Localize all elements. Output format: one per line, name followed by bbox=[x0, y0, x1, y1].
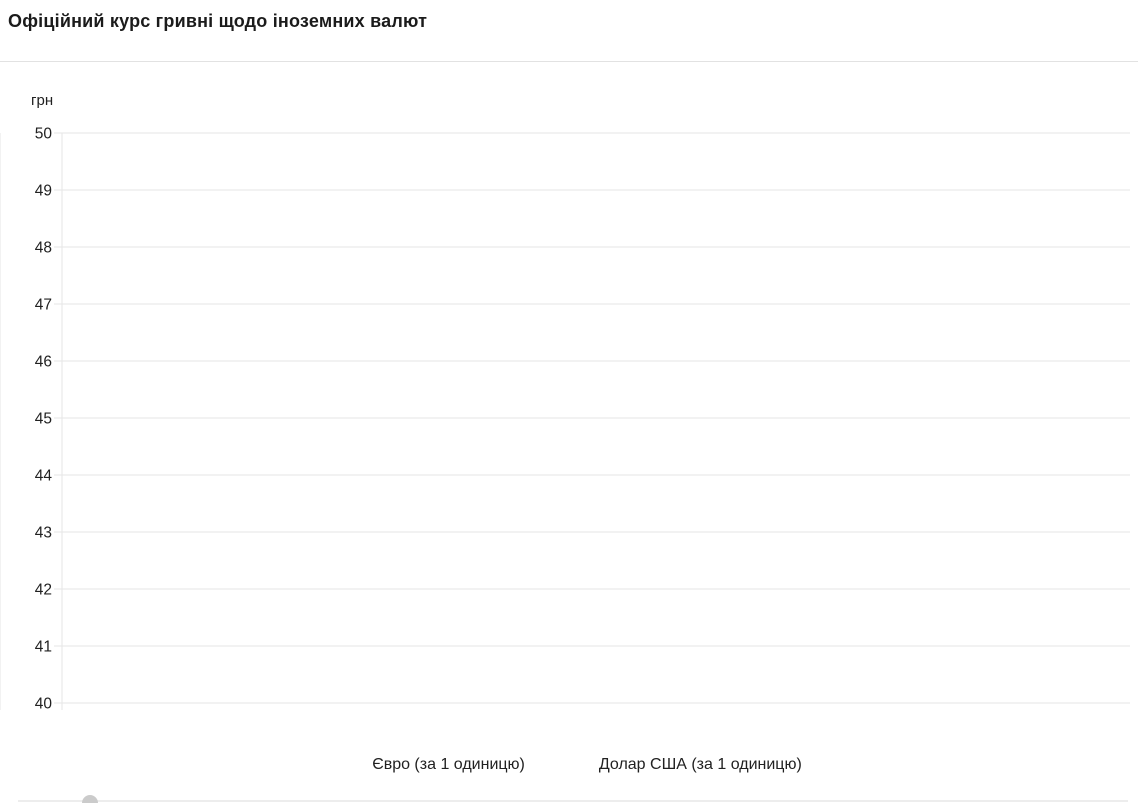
y-tick-label: 42 bbox=[35, 582, 52, 599]
exchange-rate-chart: грн 40 41 42 43 44 45 46 47 48 49 50 bbox=[0, 0, 1138, 760]
y-tick-label: 49 bbox=[35, 183, 52, 200]
y-tick-label: 44 bbox=[35, 468, 53, 485]
usd-line-swatch bbox=[563, 764, 589, 767]
page-title: Офіційний курс гривні щодо іноземних вал… bbox=[8, 11, 428, 31]
legend-label-usd: Долар США (за 1 одиницю) bbox=[598, 756, 802, 773]
euro-line-swatch bbox=[336, 764, 362, 767]
legend-item-usd[interactable]: Долар США (за 1 одиницю) bbox=[563, 756, 802, 774]
bottom-edge-artifact bbox=[18, 800, 1128, 802]
header-divider bbox=[0, 61, 1138, 62]
y-tick-label: 41 bbox=[35, 639, 52, 656]
plot-area[interactable]: 40 41 42 43 44 45 46 47 48 49 50 bbox=[0, 0, 1138, 760]
y-tick-label: 43 bbox=[35, 525, 52, 542]
y-tick-label: 47 bbox=[35, 297, 52, 314]
y-tick-label: 48 bbox=[35, 240, 52, 257]
y-tick-label: 46 bbox=[35, 354, 52, 371]
y-tick-label: 40 bbox=[35, 696, 53, 713]
legend-item-euro[interactable]: Євро (за 1 одиницю) bbox=[336, 756, 525, 774]
chart-legend: Євро (за 1 одиницю) Долар США (за 1 один… bbox=[0, 756, 1138, 774]
y-axis-unit-label: грн bbox=[31, 92, 54, 109]
y-tick-label: 50 bbox=[35, 126, 53, 143]
y-tick-label: 45 bbox=[35, 411, 52, 428]
cropped-bottom-icon bbox=[82, 795, 98, 803]
legend-label-euro: Євро (за 1 одиницю) bbox=[372, 756, 525, 773]
